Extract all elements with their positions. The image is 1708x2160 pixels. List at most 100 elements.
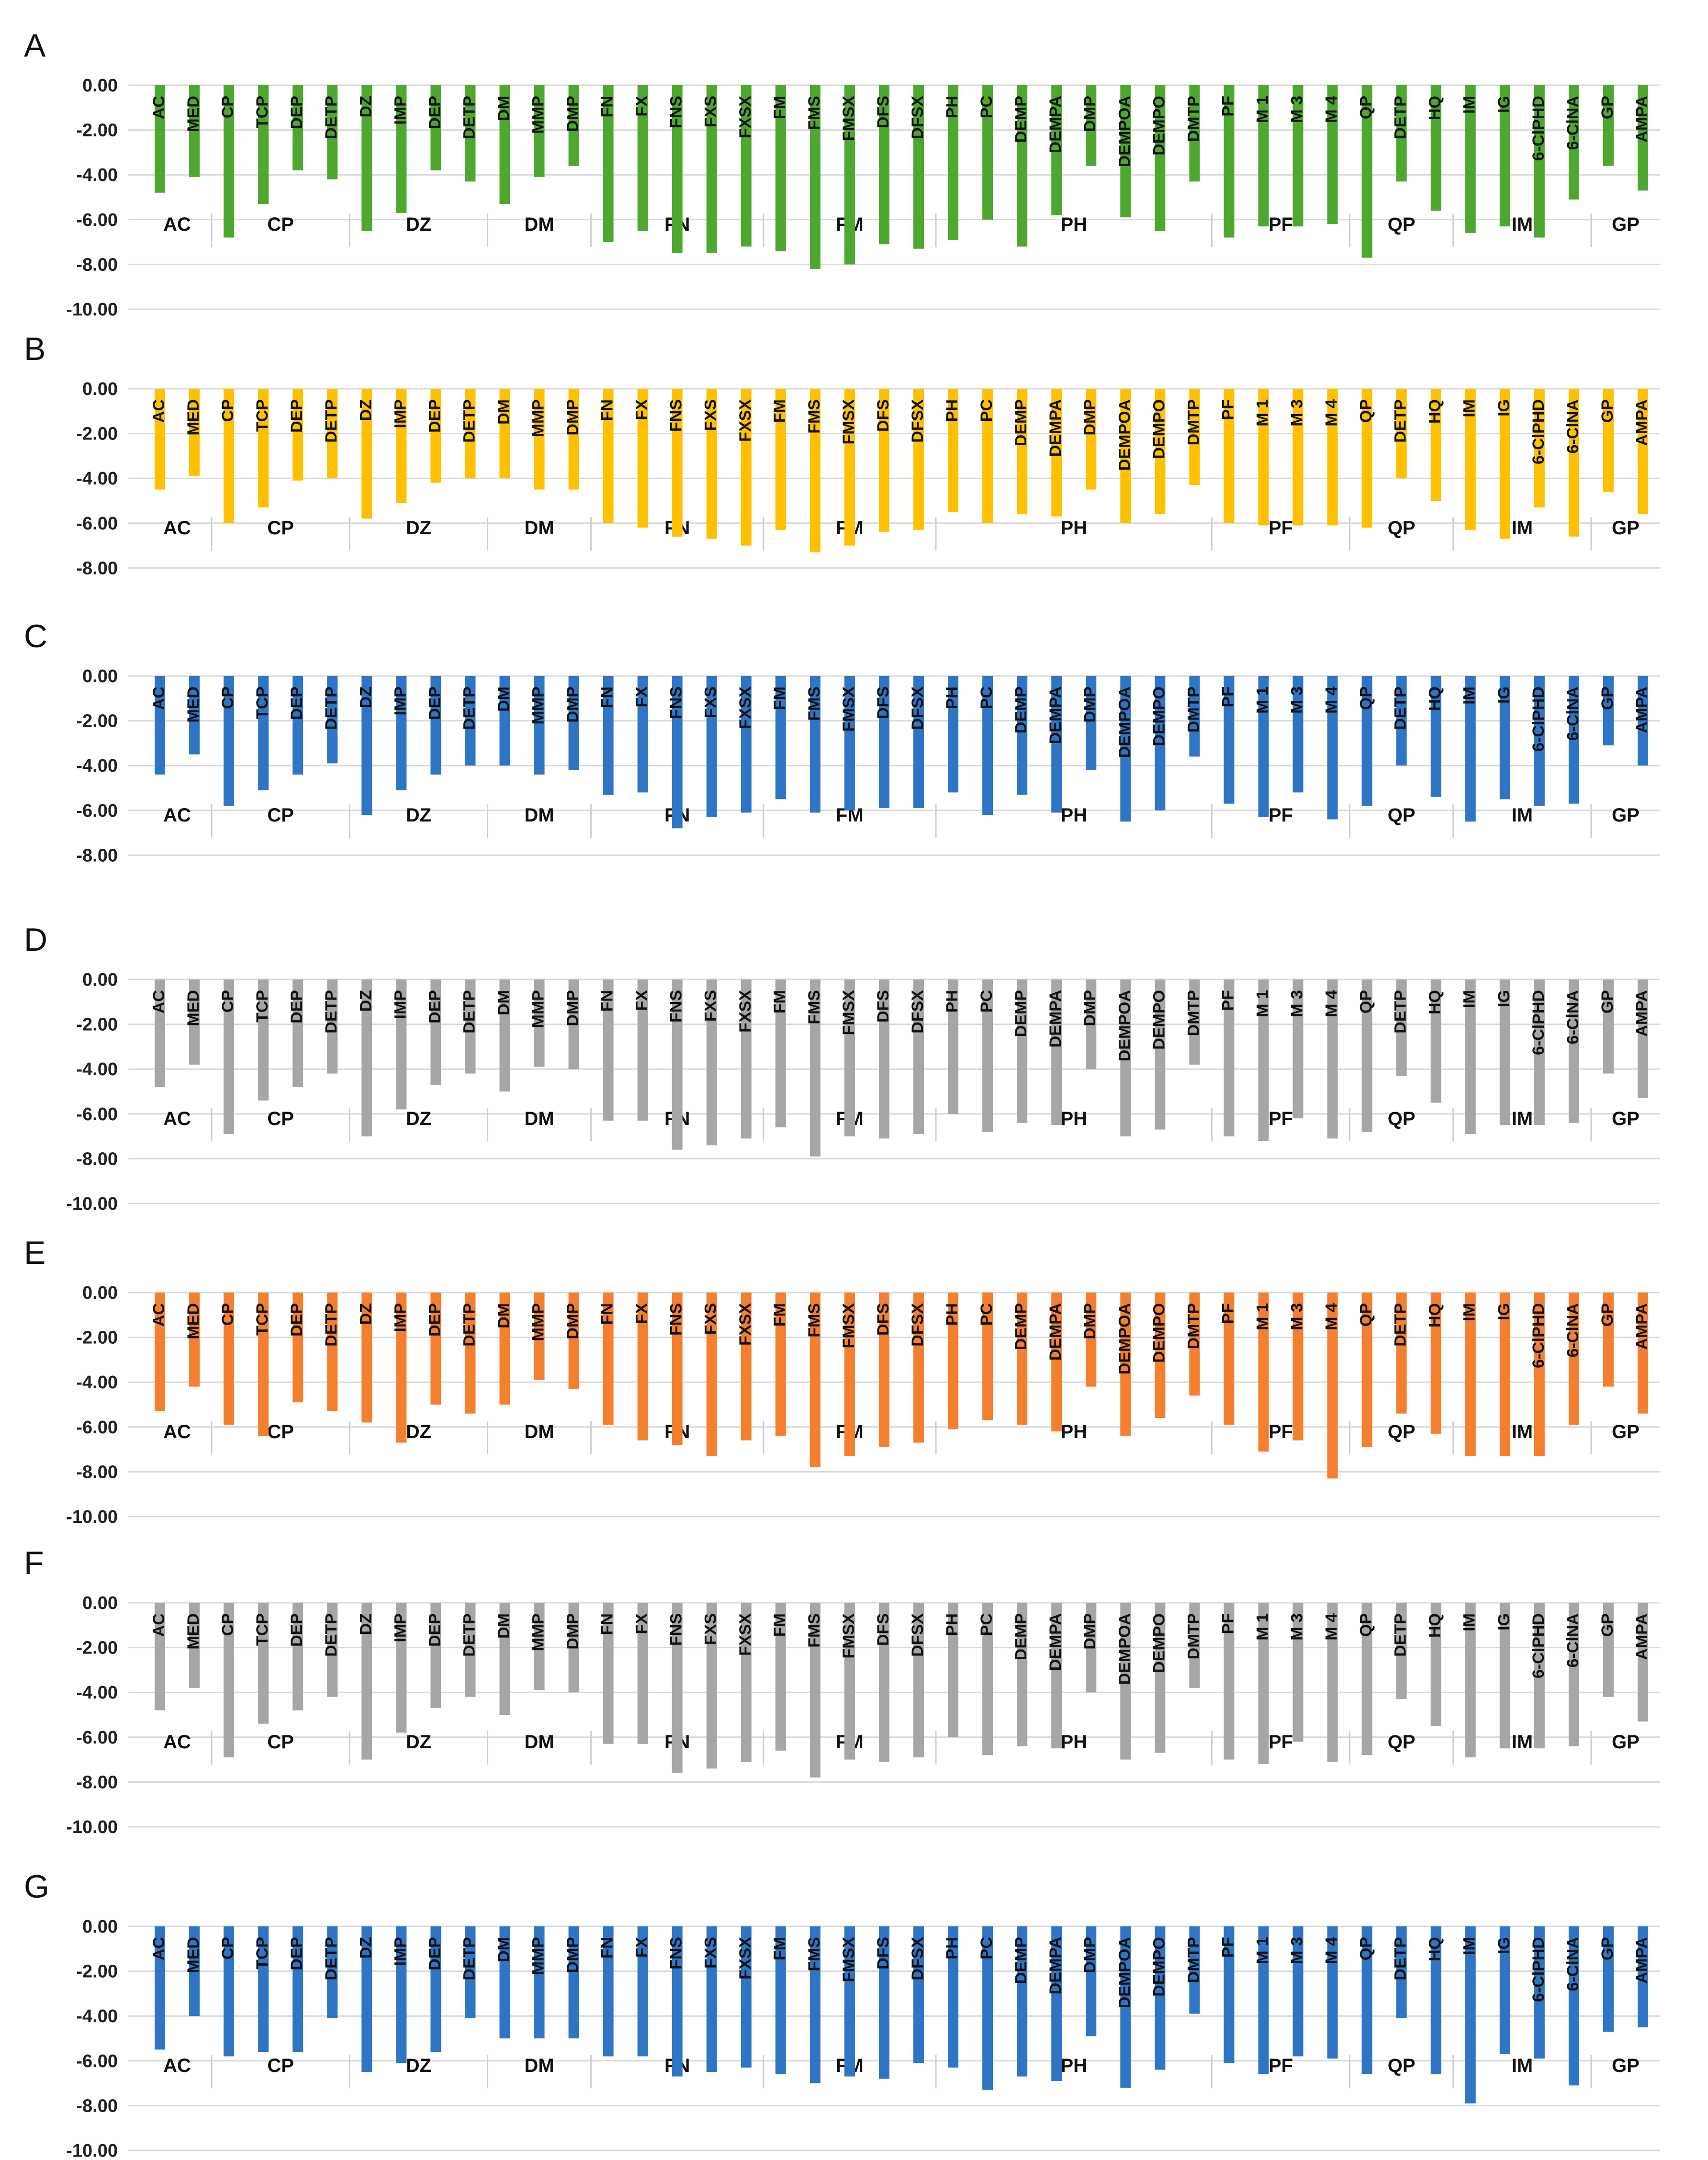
category-label: AMPA — [1633, 96, 1651, 143]
category-label: DFS — [874, 96, 892, 128]
group-label: DZ — [406, 1732, 431, 1753]
group-label: IM — [1512, 1732, 1533, 1753]
y-tick-label: -2.00 — [76, 1638, 118, 1658]
category-label: DEP — [288, 990, 306, 1024]
panel-letter: G — [24, 1868, 49, 1905]
group-label: CP — [267, 1421, 294, 1442]
category-label: DMTP — [1184, 1613, 1202, 1659]
bar — [1017, 676, 1028, 795]
bar — [361, 1603, 372, 1760]
category-label: AC — [150, 1303, 168, 1327]
category-label: CP — [219, 399, 237, 422]
category-label: DETP — [460, 1303, 478, 1347]
category-label: PH — [943, 686, 961, 709]
group-label: IM — [1512, 214, 1533, 235]
bar — [1258, 1603, 1269, 1764]
category-label: DMTP — [1184, 1303, 1202, 1349]
bar — [292, 1293, 303, 1403]
bar — [1327, 1293, 1338, 1479]
category-label: 6-ClNA — [1564, 1303, 1582, 1357]
category-label: DFS — [874, 1613, 892, 1646]
bar — [568, 979, 579, 1069]
bar — [1396, 1293, 1407, 1414]
category-label: DMP — [1081, 1937, 1099, 1973]
category-label: DEMPA — [1046, 1937, 1065, 1994]
bar — [1155, 389, 1166, 515]
category-label: DEMPOA — [1115, 990, 1134, 1061]
category-label: DETP — [460, 96, 478, 139]
group-label: PH — [1060, 805, 1087, 826]
bar — [465, 1293, 476, 1414]
bar — [1637, 1293, 1648, 1414]
bar — [1258, 389, 1269, 526]
bar — [1534, 1293, 1545, 1456]
bar — [1603, 1293, 1614, 1387]
bar — [1361, 676, 1372, 806]
bar — [189, 1926, 200, 2016]
y-tick-label: -8.00 — [76, 558, 118, 578]
bar — [775, 1926, 786, 2074]
group-label: GP — [1612, 2055, 1640, 2076]
bar — [258, 85, 269, 204]
bar — [1292, 85, 1303, 226]
category-label: GP — [1598, 399, 1617, 423]
category-label: GP — [1598, 1303, 1617, 1327]
y-tick-label: -2.00 — [76, 1015, 118, 1035]
category-label: DMTP — [1184, 686, 1202, 732]
bar — [1534, 1603, 1545, 1749]
y-tick-label: -6.00 — [76, 1418, 118, 1438]
category-label: QP — [1357, 990, 1375, 1013]
bar — [568, 389, 579, 490]
bar — [1465, 1926, 1476, 2104]
bar — [568, 1603, 579, 1693]
category-label: DEMPO — [1150, 686, 1168, 746]
bar — [741, 1293, 752, 1440]
category-label: TCP — [253, 686, 271, 719]
bar — [1603, 85, 1614, 166]
category-label: DEP — [426, 1303, 444, 1337]
bar — [1258, 1293, 1269, 1452]
group-label: GP — [1612, 1108, 1640, 1129]
group-label: PF — [1269, 2055, 1293, 2076]
bar — [465, 676, 476, 766]
bar — [637, 1603, 648, 1744]
category-label: AMPA — [1633, 1613, 1651, 1660]
group-label: QP — [1388, 805, 1416, 826]
category-label: DETP — [460, 1613, 478, 1657]
bar — [1258, 979, 1269, 1141]
bar — [568, 1293, 579, 1389]
bar — [1155, 1293, 1166, 1418]
group-label: QP — [1388, 518, 1416, 539]
bar — [1603, 1603, 1614, 1697]
category-label: 6-ClNA — [1564, 1937, 1582, 1991]
category-label: FXS — [702, 96, 720, 127]
category-label: 6-ClPHD — [1529, 1937, 1548, 2002]
category-label: PF — [1219, 399, 1237, 420]
panel-B: B 0.00 -2.00 -4.00 -6.00 -8.00 AC CP DZ DM FN FM PH P… — [24, 331, 1660, 578]
group-label: IM — [1512, 518, 1533, 539]
category-label: DETP — [460, 686, 478, 730]
category-label: DZ — [357, 1613, 375, 1635]
bar — [982, 676, 993, 815]
category-label: DETP — [1392, 1303, 1410, 1347]
bar — [327, 1926, 338, 2018]
category-label: DEMPA — [1046, 1613, 1065, 1671]
bar — [1120, 676, 1131, 822]
group-label: AC — [163, 2055, 191, 2076]
category-label: M 4 — [1323, 96, 1341, 123]
category-label: FN — [598, 1937, 617, 1958]
bar — [1499, 85, 1510, 226]
bar — [1155, 979, 1166, 1130]
bar — [1327, 979, 1338, 1139]
bar — [1568, 676, 1579, 804]
bar — [499, 1603, 510, 1715]
bar — [1017, 1603, 1028, 1746]
category-label: FMS — [805, 1937, 823, 1971]
bar — [1120, 85, 1131, 218]
bar — [258, 1926, 269, 2052]
bar — [1224, 1603, 1235, 1760]
bar — [258, 1603, 269, 1724]
y-tick-label: -4.00 — [76, 469, 118, 489]
category-label: FXSX — [736, 1613, 754, 1656]
bar — [1189, 85, 1200, 182]
